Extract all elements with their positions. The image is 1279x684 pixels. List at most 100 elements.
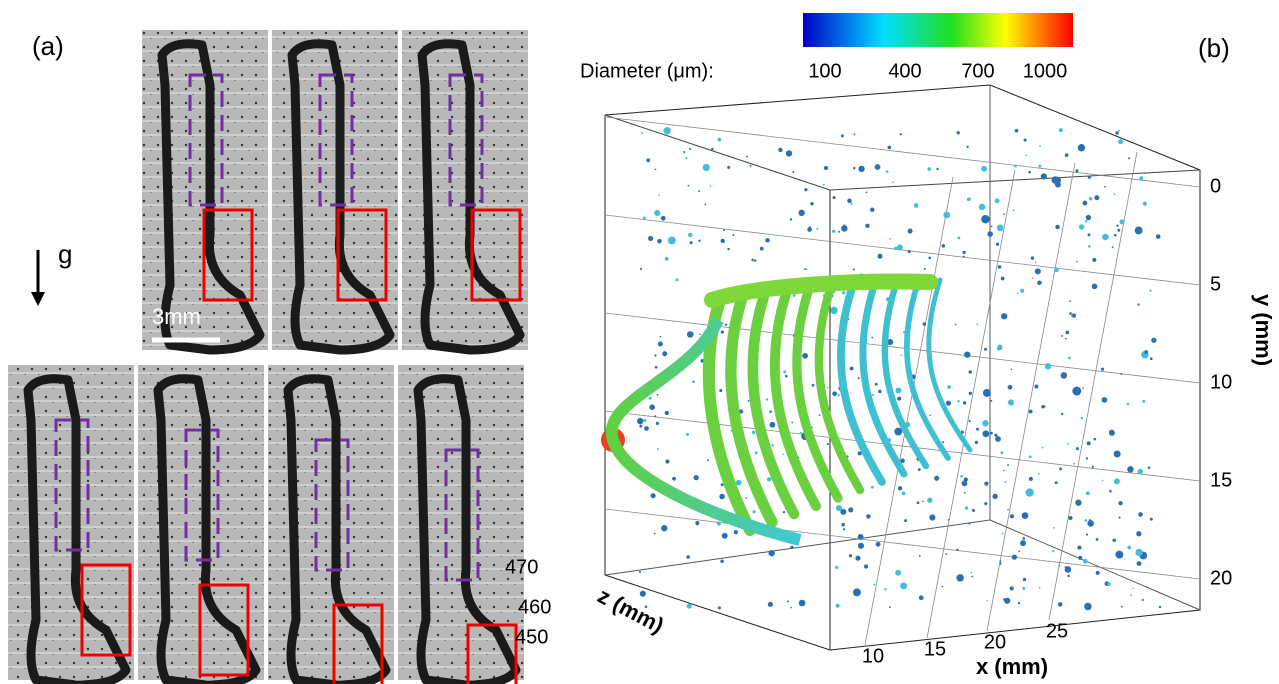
- tracking-box: [184, 428, 220, 562]
- droplet: [894, 246, 898, 250]
- filament-tube: [814, 285, 865, 495]
- droplet: [1075, 260, 1078, 263]
- droplet: [1038, 164, 1042, 168]
- droplet: [1088, 245, 1091, 248]
- droplet: [842, 291, 846, 295]
- droplet: [963, 491, 966, 494]
- droplet: [1038, 586, 1041, 589]
- region-box: [202, 208, 254, 302]
- droplet: [962, 255, 965, 258]
- droplet: [733, 530, 739, 535]
- droplet: [842, 528, 846, 531]
- droplet: [826, 386, 829, 389]
- droplet: [1017, 602, 1021, 605]
- droplet: [782, 453, 784, 456]
- droplet: [811, 383, 815, 387]
- droplet: [986, 599, 989, 602]
- droplet: [654, 415, 657, 418]
- droplet: [689, 147, 692, 150]
- droplet: [1071, 313, 1077, 318]
- droplet: [1065, 330, 1070, 335]
- droplet: [1118, 516, 1121, 519]
- droplet: [1092, 257, 1097, 262]
- droplet: [717, 137, 722, 142]
- droplet: [695, 521, 700, 526]
- droplet: [1158, 605, 1162, 609]
- droplet: [686, 603, 692, 609]
- droplet: [727, 247, 730, 251]
- droplet: [857, 451, 862, 456]
- droplet: [840, 134, 844, 138]
- droplet: [782, 510, 786, 514]
- droplet: [765, 398, 769, 401]
- droplet: [1069, 312, 1072, 315]
- y-tick-label: 10: [1210, 371, 1232, 393]
- droplet: [895, 387, 902, 394]
- droplet: [1075, 169, 1079, 173]
- droplet: [818, 414, 821, 416]
- droplet: [966, 197, 971, 202]
- filament: [287, 39, 395, 355]
- droplet: [970, 571, 973, 574]
- droplet: [997, 344, 1003, 351]
- droplet: [721, 532, 728, 539]
- droplet: [1020, 288, 1025, 293]
- droplet: [1119, 219, 1125, 225]
- droplet: [1061, 335, 1064, 337]
- filament: [283, 374, 391, 684]
- droplet: [976, 323, 979, 326]
- droplet: [723, 229, 725, 232]
- droplet: [1134, 226, 1143, 235]
- droplet: [683, 150, 686, 154]
- droplet: [702, 163, 710, 172]
- image-frame: [272, 30, 398, 355]
- filament-tube: [747, 290, 800, 520]
- droplet: [874, 164, 881, 170]
- droplet: [807, 227, 812, 232]
- droplet: [1052, 526, 1055, 529]
- droplet: [1101, 479, 1104, 482]
- droplet: [824, 166, 829, 171]
- droplet: [960, 475, 963, 478]
- droplet: [964, 351, 971, 358]
- droplet: [894, 427, 903, 436]
- droplet: [644, 605, 648, 609]
- droplet: [1069, 300, 1071, 302]
- droplet: [835, 565, 839, 570]
- droplet: [1002, 469, 1005, 472]
- droplet: [832, 391, 838, 397]
- droplet: [720, 330, 724, 334]
- droplet: [648, 235, 654, 242]
- droplet: [732, 234, 735, 236]
- droplet: [656, 448, 659, 450]
- droplet: [1102, 233, 1109, 241]
- droplet: [875, 541, 881, 547]
- droplet: [1054, 481, 1058, 485]
- filament-tube: [704, 273, 938, 308]
- image-frame: [8, 365, 134, 684]
- droplet: [1078, 558, 1081, 561]
- droplet: [1064, 153, 1069, 157]
- scale-bar-label: 3mm: [152, 304, 201, 329]
- droplet: [1100, 367, 1105, 371]
- droplet: [841, 522, 845, 527]
- z-tick-label: 470: [505, 556, 538, 578]
- droplet: [711, 147, 714, 151]
- grid-line: [926, 169, 1016, 639]
- droplet: [1016, 292, 1019, 295]
- colorbar-title: Diameter (μm):: [580, 60, 714, 82]
- droplet: [720, 238, 725, 244]
- droplet: [871, 336, 874, 339]
- droplet: [642, 216, 646, 220]
- droplet: [735, 479, 742, 486]
- droplet: [1034, 384, 1039, 389]
- droplet: [1141, 598, 1144, 602]
- droplet: [1113, 450, 1121, 458]
- droplet: [997, 348, 1000, 351]
- droplet: [791, 421, 794, 424]
- droplet: [835, 505, 842, 512]
- droplet: [1064, 566, 1067, 569]
- droplet: [885, 170, 889, 173]
- grid-line: [1048, 151, 1138, 621]
- filament: [157, 39, 265, 355]
